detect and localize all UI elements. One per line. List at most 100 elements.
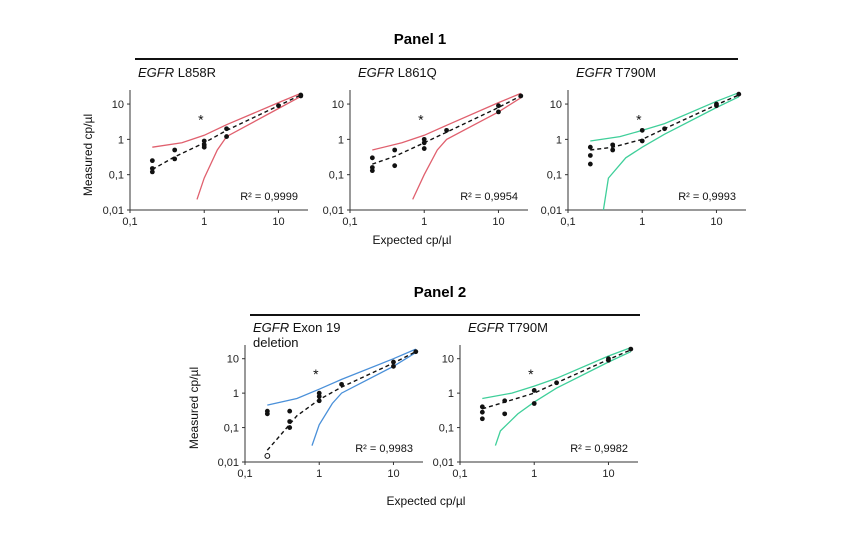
data-point (392, 163, 398, 169)
panel-1-ylabel: Measured cp/µl (81, 114, 95, 196)
upper-limit-curve (372, 92, 522, 151)
data-point (172, 147, 178, 153)
x-tick-label: 10 (602, 468, 614, 480)
y-tick-label: 0,1 (329, 170, 344, 182)
data-point (224, 134, 229, 139)
data-point (421, 136, 427, 142)
y-tick-label: 1 (556, 134, 562, 146)
r-squared-label: R² = 0,9982 (570, 443, 628, 455)
plot-title-line2: deletion (253, 335, 299, 350)
plot-title-gene: EGFR (358, 65, 394, 80)
r-squared-label: R² = 0,9999 (240, 191, 298, 203)
x-tick-label: 0,1 (452, 468, 467, 480)
plot-title: EGFR L861Q (358, 65, 437, 80)
data-point (610, 142, 616, 148)
significance-star: * (418, 112, 424, 128)
y-tick-label: 0,01 (541, 205, 562, 217)
plot-title: EGFR L858R (138, 65, 216, 80)
lower-limit-curve (196, 95, 302, 200)
data-point (587, 153, 593, 158)
significance-star: * (313, 366, 319, 382)
data-point (479, 416, 485, 422)
data-point (639, 138, 645, 144)
significance-star: * (636, 112, 642, 128)
plot-title-gene: EGFR (576, 65, 612, 80)
y-tick-label: 0,1 (109, 170, 124, 182)
data-point (287, 419, 293, 424)
data-point (264, 411, 270, 417)
fit-line (482, 349, 632, 410)
r-squared-label: R² = 0,9954 (460, 191, 518, 203)
lower-limit-curve (412, 97, 522, 200)
data-point (531, 388, 537, 393)
plot-title-gene: EGFR (468, 320, 504, 335)
y-tick-label: 1 (118, 134, 124, 146)
y-tick-label: 1 (233, 388, 239, 400)
data-point (276, 103, 281, 109)
data-point (421, 146, 427, 151)
data-point (391, 363, 396, 369)
data-point (518, 93, 524, 99)
lower-limit-curve (311, 352, 417, 446)
x-tick-label: 10 (387, 468, 399, 480)
x-tick-label: 0,1 (122, 216, 137, 228)
data-point (201, 144, 207, 150)
y-tick-label: 1 (338, 134, 344, 146)
y-tick-label: 1 (448, 388, 454, 400)
x-tick-label: 1 (639, 216, 645, 228)
data-point (639, 127, 645, 133)
y-tick-label: 0,01 (433, 457, 454, 469)
y-tick-label: 10 (112, 99, 124, 111)
x-tick-label: 0,1 (237, 468, 252, 480)
data-point (316, 394, 322, 399)
data-point (736, 91, 742, 97)
x-tick-label: 1 (531, 468, 537, 480)
data-point (316, 390, 322, 396)
plot-title-variant: T790M (612, 65, 656, 80)
data-point (287, 408, 293, 414)
plot-title-variant: T790M (504, 320, 548, 335)
data-point (149, 166, 155, 171)
y-tick-label: 0,1 (547, 170, 562, 182)
plot-title-variant: Exon 19 (289, 320, 340, 335)
data-point (444, 127, 449, 133)
data-point (628, 346, 634, 352)
data-point (224, 126, 229, 132)
fit-line (151, 94, 302, 171)
x-tick-label: 1 (421, 216, 427, 228)
plot-title: EGFR T790M (576, 65, 656, 80)
data-point (298, 93, 304, 99)
data-point (149, 169, 155, 175)
fit-line (372, 95, 522, 165)
y-tick-label: 0,1 (224, 423, 239, 435)
r-squared-label: R² = 0,9983 (355, 443, 413, 455)
plot-title: EGFR T790M (468, 320, 548, 335)
plot-title: EGFR Exon 19 (253, 320, 340, 335)
data-point (369, 155, 375, 161)
data-point (316, 398, 322, 404)
data-point (172, 156, 178, 162)
data-point (421, 140, 427, 146)
y-tick-label: 0,01 (323, 205, 344, 217)
data-point (587, 144, 593, 150)
y-tick-label: 10 (227, 354, 239, 366)
significance-star: * (528, 366, 534, 382)
x-tick-label: 10 (710, 216, 722, 228)
data-point (554, 380, 559, 386)
upper-limit-curve (267, 348, 417, 406)
data-point (496, 109, 501, 115)
data-point (413, 349, 419, 355)
data-point (392, 147, 398, 153)
panel-2-title: Panel 2 (414, 284, 467, 301)
panel-1-xlabel: Expected cp/µl (373, 233, 452, 247)
data-point (610, 147, 616, 153)
data-point (496, 103, 501, 109)
data-point (714, 103, 719, 109)
data-point (502, 411, 508, 417)
